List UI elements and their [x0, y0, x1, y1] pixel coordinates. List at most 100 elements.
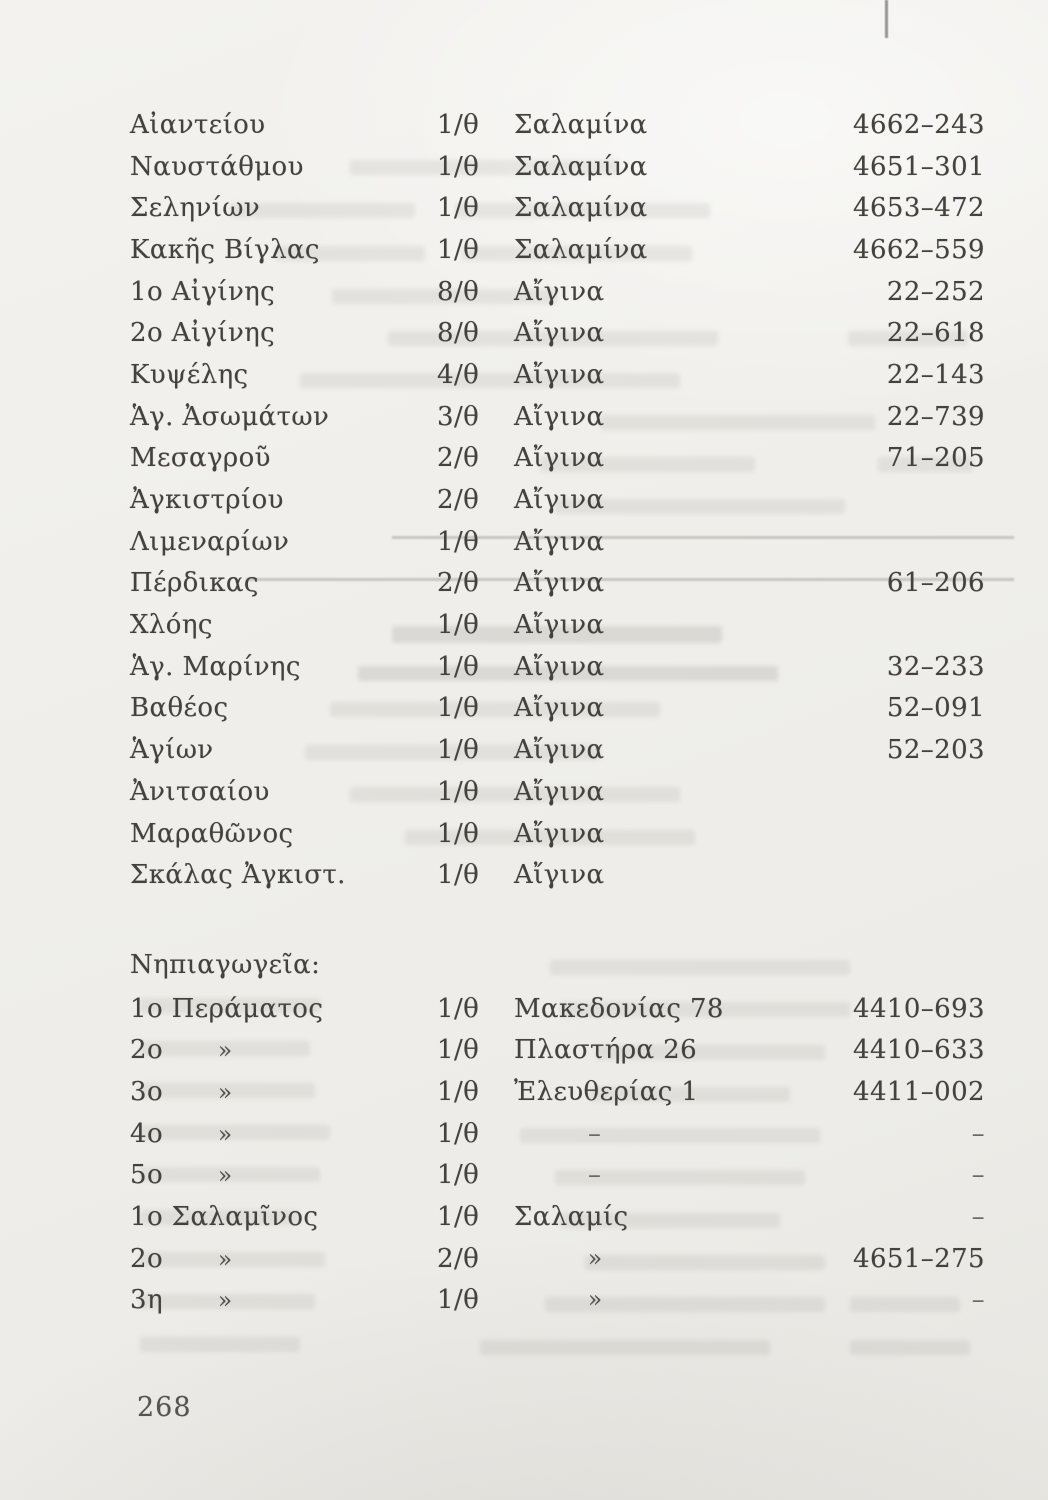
phone-number: 22–739: [886, 401, 985, 432]
school-name-cell: Πέρδικας: [130, 568, 437, 598]
classrooms-ratio: 1/θ: [437, 526, 480, 557]
ditto-mark: »: [218, 1246, 233, 1273]
location: Αἴγινα: [514, 610, 605, 641]
classrooms-ratio: 1/θ: [437, 1118, 480, 1149]
phone-number: 4653–472: [853, 193, 985, 224]
classrooms-ratio: 8/θ: [437, 318, 480, 349]
school-directory: Αἰαντείου 1/θ Σαλαμίνα 4662–243 Ναυστάθμου 1/…: [130, 104, 985, 1321]
location: Αἴγινα: [514, 443, 605, 474]
location: Αἴγινα: [514, 776, 605, 807]
school-name-cell: Χλόης: [130, 610, 437, 640]
school-name-cell: Κακῆς Βίγλας: [130, 235, 437, 265]
table-row: Ναυστάθμου 1/θ Σαλαμίνα 4651–301: [130, 146, 985, 188]
bleedthrough-artifact: [140, 1337, 300, 1352]
phone-number: 71–205: [886, 443, 985, 474]
classrooms-ratio: 1/θ: [437, 1076, 480, 1107]
location: Αἴγινα: [514, 568, 605, 599]
phone-number: 4410–633: [853, 1035, 985, 1066]
school-name: 4ο: [130, 1118, 163, 1149]
classrooms-ratio: 1/θ: [437, 1285, 480, 1316]
classrooms-ratio: 1/θ: [437, 1160, 480, 1191]
table-row: Αἰαντείου 1/θ Σαλαμίνα 4662–243: [130, 104, 985, 146]
phone-number: 4662–243: [853, 109, 985, 140]
location: Αἴγινα: [514, 651, 605, 682]
location: Σαλαμίνα: [514, 109, 648, 140]
school-name: Ναυστάθμου: [130, 151, 304, 182]
school-name: 1ο Περάματος: [130, 993, 324, 1024]
school-name-cell: Σεληνίων: [130, 193, 437, 223]
phone-number: 4651–301: [853, 151, 985, 182]
school-name-cell: 1ο Περάματος: [130, 994, 437, 1024]
location: Αἴγινα: [514, 318, 605, 349]
phone-number: 4411–002: [853, 1076, 985, 1107]
classrooms-ratio: 1/θ: [437, 234, 480, 265]
classrooms-ratio: 1/θ: [437, 860, 480, 891]
school-name: Σεληνίων: [130, 193, 261, 224]
phone-number: 4651–275: [853, 1243, 985, 1274]
table-row: 1ο Περάματος 1/θ Μακεδονίας 78 4410–693: [130, 988, 985, 1030]
table-row: Πέρδικας 2/θ Αἴγινα 61–206: [130, 563, 985, 605]
bleedthrough-artifact: [480, 1340, 770, 1355]
school-name: Ἀνιτσαίου: [130, 776, 270, 807]
phone-number: 61–206: [886, 568, 985, 599]
table-row: 2ο » 1/θ Πλαστήρα 26 4410–633: [130, 1029, 985, 1071]
table-row: Ἁγ. Μαρίνης 1/θ Αἴγινα 32–233: [130, 646, 985, 688]
classrooms-ratio: 2/θ: [437, 443, 480, 474]
school-name: Ἁγίων: [130, 735, 214, 766]
school-name: 3ο: [130, 1076, 163, 1107]
school-name: 2ο Αἰγίνης: [130, 318, 276, 349]
table-row: Ἁγίων 1/θ Αἴγινα 52–203: [130, 729, 985, 771]
classrooms-ratio: 1/θ: [437, 693, 480, 724]
school-name: 3η: [130, 1285, 163, 1316]
page-number: 268: [137, 1392, 192, 1423]
school-name-cell: 3η »: [130, 1285, 437, 1315]
phone-number: –: [971, 1201, 985, 1232]
school-name-cell: 2ο »: [130, 1244, 437, 1274]
section-header-kindergartens: Νηπιαγωγεῖα:: [130, 949, 321, 980]
location: Αἴγινα: [514, 735, 605, 766]
phone-number: 22–618: [886, 318, 985, 349]
school-name: 2ο: [130, 1243, 163, 1274]
school-name-cell: Ναυστάθμου: [130, 152, 437, 182]
classrooms-ratio: 1/θ: [437, 776, 480, 807]
classrooms-ratio: 1/θ: [437, 610, 480, 641]
location: –: [588, 1118, 602, 1149]
school-name: Ἀγκιστρίου: [130, 485, 284, 516]
location: Αἴγινα: [514, 693, 605, 724]
phone-number: 52–203: [886, 735, 985, 766]
school-name: 5ο: [130, 1160, 163, 1191]
school-name: Μεσαγροῦ: [130, 443, 271, 474]
school-name: Κακῆς Βίγλας: [130, 234, 320, 265]
school-name-cell: 4ο »: [130, 1119, 437, 1149]
classrooms-ratio: 1/θ: [437, 651, 480, 682]
school-name-cell: Μεσαγροῦ: [130, 443, 437, 473]
classrooms-ratio: 2/θ: [437, 568, 480, 599]
classrooms-ratio: 1/θ: [437, 1035, 480, 1066]
school-name: Ἁγ. Μαρίνης: [130, 651, 301, 682]
school-name-cell: 1ο Αἰγίνης: [130, 277, 437, 307]
ditto-mark: »: [218, 1288, 233, 1315]
classrooms-ratio: 1/θ: [437, 993, 480, 1024]
school-name: Ἁγ. Ἀσωμάτων: [130, 401, 330, 432]
school-name-cell: 3ο »: [130, 1077, 437, 1107]
school-name-cell: Ἁγ. Ἀσωμάτων: [130, 402, 437, 432]
schools-table: Αἰαντείου 1/θ Σαλαμίνα 4662–243 Ναυστάθμου 1/…: [130, 104, 985, 896]
phone-number: 4662–559: [853, 234, 985, 265]
table-row: Χλόης 1/θ Αἴγινα: [130, 604, 985, 646]
ditto-mark: »: [218, 1121, 233, 1148]
classrooms-ratio: 1/θ: [437, 1201, 480, 1232]
location: Αἴγινα: [514, 276, 605, 307]
table-row: Μαραθῶνος 1/θ Αἴγινα: [130, 813, 985, 855]
school-name-cell: Μαραθῶνος: [130, 819, 437, 849]
school-name-cell: Αἰαντείου: [130, 110, 437, 140]
location: Μακεδονίας 78: [514, 993, 724, 1024]
school-name: 2ο: [130, 1035, 163, 1066]
classrooms-ratio: 1/θ: [437, 735, 480, 766]
school-name-cell: Βαθέος: [130, 693, 437, 723]
classrooms-ratio: 1/θ: [437, 151, 480, 182]
table-row: 3ο » 1/θ Ἐλευθερίας 1 4411–002: [130, 1071, 985, 1113]
school-name: Βαθέος: [130, 693, 229, 724]
phone-number: 4410–693: [853, 993, 985, 1024]
school-name-cell: Ἁγίων: [130, 735, 437, 765]
classrooms-ratio: 8/θ: [437, 276, 480, 307]
